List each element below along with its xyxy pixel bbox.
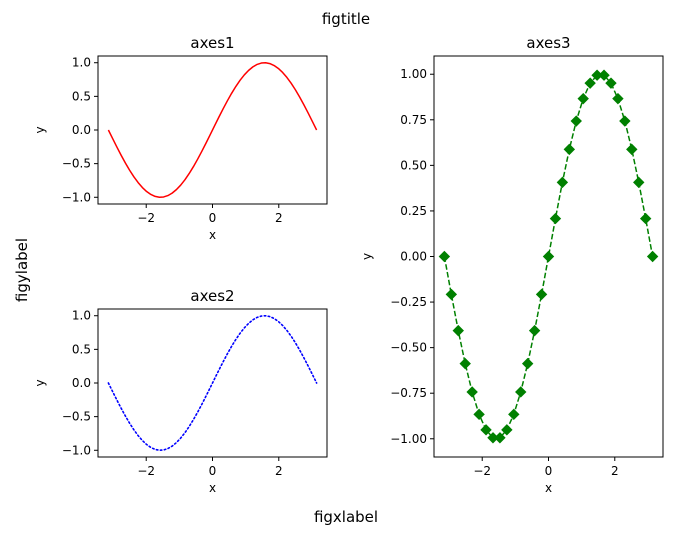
axes3-ylabel: y <box>360 253 374 260</box>
axes2-ylabel: y <box>33 379 47 386</box>
axes1-xlabel: x <box>209 228 216 242</box>
axes2-ytick-label: 0.5 <box>72 342 91 356</box>
axes3-title: axes3 <box>526 34 570 52</box>
axes2-xlabel: x <box>209 481 216 495</box>
axes2-title: axes2 <box>190 287 234 305</box>
axes3-data-point <box>570 115 582 127</box>
axes3-data-point <box>584 77 596 89</box>
axes3-plot: −2 0 2 −1.00 −0.75 −0.50 −0.25 0.00 0.25 0.50 0.75… <box>360 34 664 495</box>
axes2-ytick-label: 0.0 <box>72 376 91 390</box>
axes1-title: axes1 <box>190 34 234 52</box>
axes3-data-point <box>639 212 652 225</box>
axes3-data-point <box>633 176 645 189</box>
axes1-xtick-label: 2 <box>275 211 283 225</box>
figure-title: figtitle <box>322 10 370 28</box>
axes3-data-point <box>528 324 541 337</box>
axes2-xtick-label: 2 <box>275 464 283 478</box>
axes3-data-point <box>626 143 638 156</box>
axes3-data-point <box>612 92 624 105</box>
axes3-data-point <box>480 424 492 436</box>
axes3-xtick-label: −2 <box>473 464 491 478</box>
axes1-ylabel: y <box>33 126 47 133</box>
axes3-data-point <box>459 357 471 370</box>
axes3-data-point <box>521 357 534 370</box>
axes3-data-point <box>619 115 631 127</box>
axes3-data-point <box>646 250 659 263</box>
axes1-xtick-label: −2 <box>137 211 155 225</box>
axes3-data-point <box>508 408 520 421</box>
axes2-series-line <box>107 314 318 452</box>
axes3-data-point <box>445 288 458 301</box>
axes3-data-point <box>501 424 513 436</box>
axes3-ytick-label: −0.25 <box>390 295 427 309</box>
axes3-xtick-label: 0 <box>545 464 553 478</box>
axes3-data-point <box>494 432 506 444</box>
axes3-ytick-label: 0.75 <box>400 113 427 127</box>
axes1-ytick-label: 1.0 <box>72 56 91 70</box>
axes3-data-point <box>563 143 576 156</box>
axes3-xlabel: x <box>545 481 552 495</box>
axes2-ytick-label: −1.0 <box>62 443 91 457</box>
axes1-ytick-label: 0.5 <box>72 89 91 103</box>
figure-xlabel: figxlabel <box>314 508 378 526</box>
axes1-series-line <box>107 62 318 198</box>
axes3-data-point <box>515 386 527 398</box>
axes3-data-point <box>438 250 451 263</box>
axes3-xtick-label: 2 <box>611 464 619 478</box>
axes3-ytick-label: −1.00 <box>390 432 427 446</box>
axes3-data-point <box>542 250 555 263</box>
axes3-ytick-label: −0.75 <box>390 386 427 400</box>
axes3-ytick-label: −0.50 <box>390 341 427 355</box>
axes3-data-point <box>598 69 610 81</box>
axes3-data-point <box>452 324 464 337</box>
axes3-data-point <box>549 212 562 225</box>
axes2-xtick-label: −2 <box>137 464 155 478</box>
figure-ylabel: figylabel <box>13 238 31 302</box>
axes3-data-point <box>605 77 617 89</box>
axes1-ytick-label: 0.0 <box>72 123 91 137</box>
axes1-xtick-label: 0 <box>209 211 217 225</box>
axes3-data-point <box>473 408 485 421</box>
axes3-data-point <box>577 92 589 105</box>
axes1-ytick-label: −0.5 <box>62 157 91 171</box>
axes2-plot: −2 0 2 −1.0 −0.5 0.0 0.5 1.0 x y axes2 <box>33 287 328 495</box>
axes3-ytick-label: 0.25 <box>400 204 427 218</box>
axes3-data-point <box>535 288 548 301</box>
axes3-ytick-label: 0.00 <box>400 250 427 264</box>
axes2-ytick-label: −0.5 <box>62 410 91 424</box>
axes3-ytick-label: 1.00 <box>400 67 427 81</box>
axes1-plot: −2 0 2 −1.0 −0.5 0.0 0.5 1.0 x y axes1 <box>33 34 328 242</box>
axes1-ytick-label: −1.0 <box>62 190 91 204</box>
axes3-data-point <box>556 176 569 189</box>
axes2-xtick-label: 0 <box>209 464 217 478</box>
axes3-data-point <box>466 386 478 398</box>
axes3-ytick-label: 0.50 <box>400 158 427 172</box>
axes2-ytick-label: 1.0 <box>72 309 91 323</box>
